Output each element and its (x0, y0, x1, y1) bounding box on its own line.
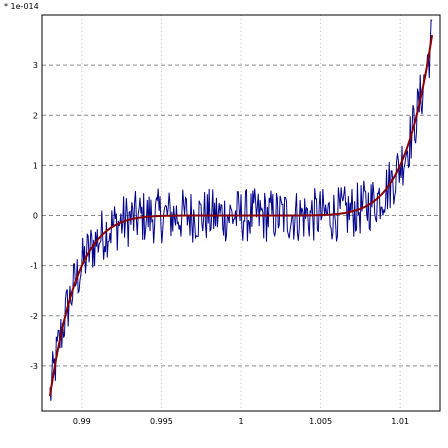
series-layer (48, 19, 434, 401)
y-tick-label: -3 (30, 362, 38, 371)
tick-layer: 0.99 0.995 1 1.005 1.01 -3 -2 -1 0 1 2 3 (30, 61, 409, 426)
grid-layer (42, 15, 440, 411)
x-tick-label: 1.005 (309, 417, 332, 426)
y-tick-label: -1 (30, 262, 38, 271)
y-tick-label: 1 (33, 161, 38, 170)
y-tick-label: 2 (33, 111, 38, 120)
y-multiplier-label: * 1e-014 (4, 2, 39, 11)
smooth-series-line (48, 34, 434, 397)
plot-frame (41, 14, 441, 412)
x-tick-label: 1 (238, 417, 243, 426)
y-tick-label: 0 (33, 212, 38, 221)
y-tick-label: -2 (30, 312, 38, 321)
x-tick-label: 0.995 (150, 417, 173, 426)
noisy-series-line (49, 19, 433, 401)
y-tick-label: 3 (33, 61, 38, 70)
x-tick-label: 1.01 (391, 417, 409, 426)
x-tick-label: 0.99 (73, 417, 91, 426)
